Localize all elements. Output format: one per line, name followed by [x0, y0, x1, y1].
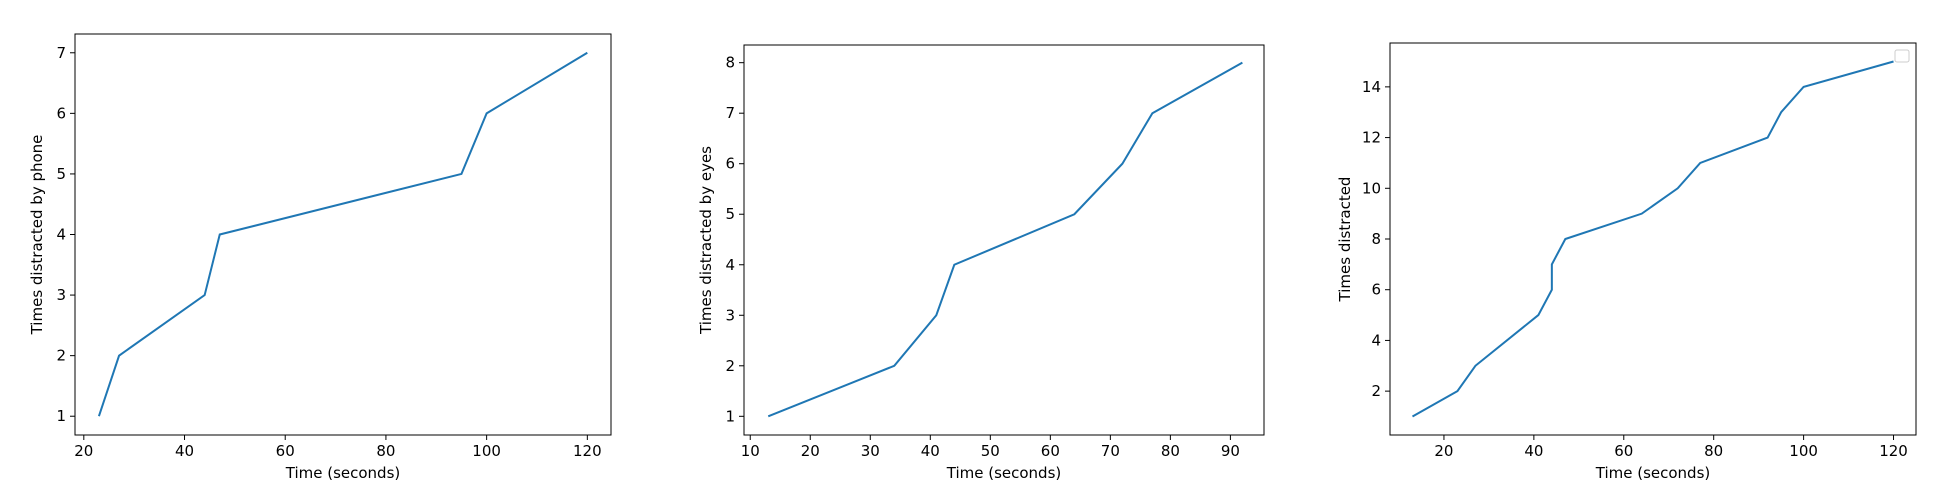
x-tick-label: 80	[1161, 442, 1180, 460]
data-line	[1411, 60, 1894, 418]
y-tick-label: 1	[725, 407, 735, 425]
data-line	[97, 51, 588, 417]
x-tick-label: 120	[573, 442, 602, 460]
axes-frame	[1389, 42, 1917, 436]
x-axis-label: Time (seconds)	[1595, 464, 1711, 482]
x-tick-label: 100	[472, 442, 501, 460]
x-tick-label: 20	[801, 442, 820, 460]
x-tick-label: 50	[981, 442, 1000, 460]
x-tick-label: 80	[376, 442, 395, 460]
x-tick-label: 90	[1221, 442, 1240, 460]
y-tick-label: 12	[1362, 129, 1381, 147]
x-tick-label: 60	[276, 442, 295, 460]
x-tick-label: 40	[921, 442, 940, 460]
y-tick-label: 3	[56, 286, 66, 304]
y-tick-label: 2	[56, 347, 66, 365]
x-tick-label: 80	[1704, 442, 1723, 460]
y-tick-label: 5	[56, 165, 66, 183]
y-tick-label: 7	[725, 104, 735, 122]
axes-frame	[743, 44, 1265, 436]
y-tick-label: 4	[725, 256, 735, 274]
x-tick-label: 20	[1434, 442, 1453, 460]
data-line	[767, 61, 1243, 418]
y-tick-label: 14	[1362, 78, 1381, 96]
x-tick-label: 10	[741, 442, 760, 460]
x-tick-label: 60	[1614, 442, 1633, 460]
axes-frame	[74, 33, 612, 436]
y-tick-label: 1	[56, 407, 66, 425]
y-axis-label: Times distracted	[1336, 177, 1354, 303]
y-tick-label: 7	[56, 44, 66, 62]
y-axis-label: Times distracted by eyes	[697, 146, 715, 335]
x-tick-label: 30	[861, 442, 880, 460]
x-tick-label: 40	[1524, 442, 1543, 460]
y-tick-label: 8	[725, 54, 735, 72]
y-tick-label: 5	[725, 205, 735, 223]
y-tick-label: 6	[56, 104, 66, 122]
y-tick-label: 4	[56, 226, 66, 244]
x-tick-label: 120	[1879, 442, 1908, 460]
y-tick-label: 3	[725, 306, 735, 324]
x-tick-label: 20	[74, 442, 93, 460]
x-tick-label: 60	[1041, 442, 1060, 460]
y-tick-label: 2	[725, 357, 735, 375]
x-tick-label: 40	[175, 442, 194, 460]
y-tick-label: 6	[725, 155, 735, 173]
x-tick-label: 100	[1789, 442, 1818, 460]
x-tick-label: 70	[1101, 442, 1120, 460]
y-tick-label: 8	[1371, 230, 1381, 248]
x-axis-label: Time (seconds)	[285, 464, 401, 482]
y-axis-label: Times distracted by phone	[28, 135, 46, 336]
y-tick-label: 10	[1362, 179, 1381, 197]
y-tick-label: 2	[1371, 382, 1381, 400]
y-tick-label: 6	[1371, 281, 1381, 299]
empty-legend	[1894, 49, 1910, 63]
x-axis-label: Time (seconds)	[946, 464, 1062, 482]
y-tick-label: 4	[1371, 331, 1381, 349]
